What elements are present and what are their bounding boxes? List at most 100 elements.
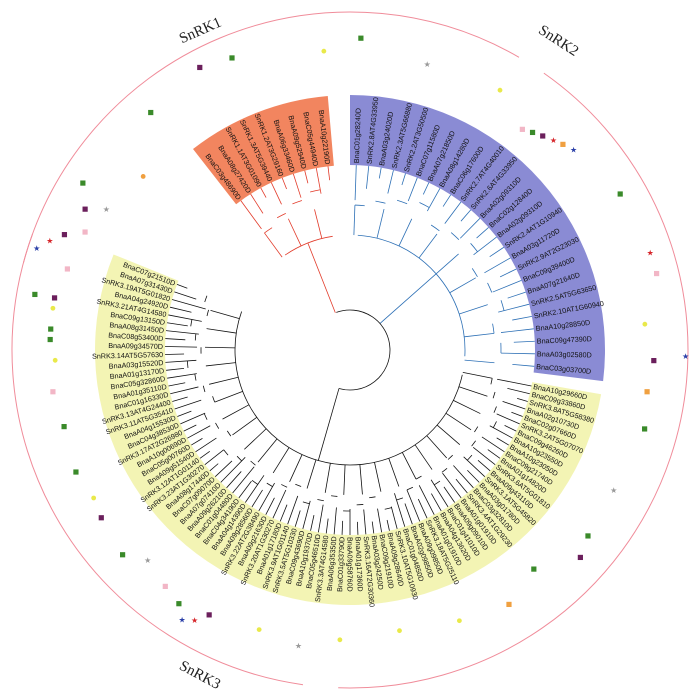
branch [232, 417, 258, 436]
marker-yellow [50, 305, 56, 311]
marker-grey: ★ [610, 486, 617, 495]
branch [396, 497, 404, 501]
branch [258, 482, 275, 512]
branch [474, 426, 479, 433]
branch [343, 464, 346, 495]
branch [500, 352, 535, 355]
branch [463, 456, 486, 478]
branch [194, 333, 197, 341]
branch [435, 253, 459, 275]
marker-purple [206, 612, 212, 618]
band-snrk2 [350, 95, 605, 382]
branch [265, 497, 275, 515]
marker-green [358, 35, 364, 41]
branch [490, 378, 493, 385]
leaf-label: BnaA09g58760D [346, 537, 355, 592]
branch [169, 306, 192, 313]
branch [194, 373, 197, 381]
branch [294, 510, 301, 527]
branch [327, 166, 331, 181]
branch [426, 188, 441, 212]
branch [447, 454, 453, 460]
marker-green [642, 426, 648, 432]
branch [287, 218, 302, 247]
marker-blue: ★ [33, 244, 40, 253]
branch [473, 236, 497, 256]
leaf-label: BnaC09g47390D [537, 334, 593, 346]
branch [166, 322, 188, 327]
marker-green [61, 424, 67, 430]
branch [417, 498, 428, 519]
branch [507, 291, 526, 299]
band-snrk3 [95, 254, 602, 605]
branch [464, 359, 495, 364]
marker-green [148, 109, 154, 116]
branch [222, 404, 250, 420]
branch [496, 437, 509, 446]
branch [443, 486, 456, 503]
branch [476, 227, 489, 239]
branch [462, 372, 493, 379]
branch [369, 496, 376, 499]
branch [394, 493, 406, 527]
branch [266, 482, 273, 487]
leaf-label: BnaA09g34570D [108, 341, 163, 351]
branch [386, 519, 390, 531]
branch [513, 340, 535, 343]
branch [390, 506, 398, 529]
marker-green [176, 601, 182, 607]
branch [458, 386, 488, 397]
branch [204, 295, 208, 303]
branch [371, 521, 375, 534]
branch [264, 227, 273, 234]
branch [310, 189, 321, 193]
marker-red: ★ [647, 249, 654, 258]
branch [250, 460, 256, 466]
branch [310, 515, 315, 531]
branch [306, 459, 317, 489]
branch [492, 323, 495, 334]
marker-red: ★ [46, 237, 53, 246]
band-snrk1 [193, 95, 334, 205]
branch [497, 378, 532, 387]
branch [251, 489, 263, 508]
marker-grey: ★ [144, 556, 151, 565]
branch [172, 396, 188, 402]
leaf-label: BnaC01g33790D [335, 537, 346, 592]
marker-yellow [497, 87, 503, 93]
marker-green [617, 191, 623, 197]
branch [205, 346, 236, 349]
branch [477, 460, 491, 472]
marker-green [529, 129, 536, 136]
branch [165, 359, 197, 363]
branch [317, 388, 340, 461]
marker-yellow [52, 357, 58, 363]
branch [180, 412, 206, 425]
leaf-label: BnaA03g02580D [537, 349, 592, 359]
branch [174, 399, 202, 410]
branch [210, 310, 240, 319]
branch [289, 454, 303, 482]
branch [459, 218, 481, 239]
branch [499, 268, 517, 278]
branch [398, 218, 413, 247]
tree-branches [165, 165, 535, 535]
marker-orange [560, 141, 566, 147]
branch [292, 173, 302, 198]
branch [212, 396, 216, 403]
branch [359, 464, 363, 495]
branch [459, 304, 488, 315]
branch [170, 386, 199, 395]
branch [384, 507, 392, 510]
branch [434, 480, 441, 486]
branch [436, 424, 461, 445]
group-bands [95, 95, 605, 605]
branch [353, 205, 356, 236]
branch [331, 495, 338, 497]
branch [295, 483, 302, 487]
group-title-snrk3: SnRK3 [176, 658, 223, 693]
domain-markers: ★ ★ ★ ★ ★ ★ ★ ★ ★ ★ ★ ★ ★ [32, 35, 689, 650]
branch [325, 518, 329, 534]
marker-orange [506, 601, 512, 608]
marker-orange [644, 389, 650, 395]
